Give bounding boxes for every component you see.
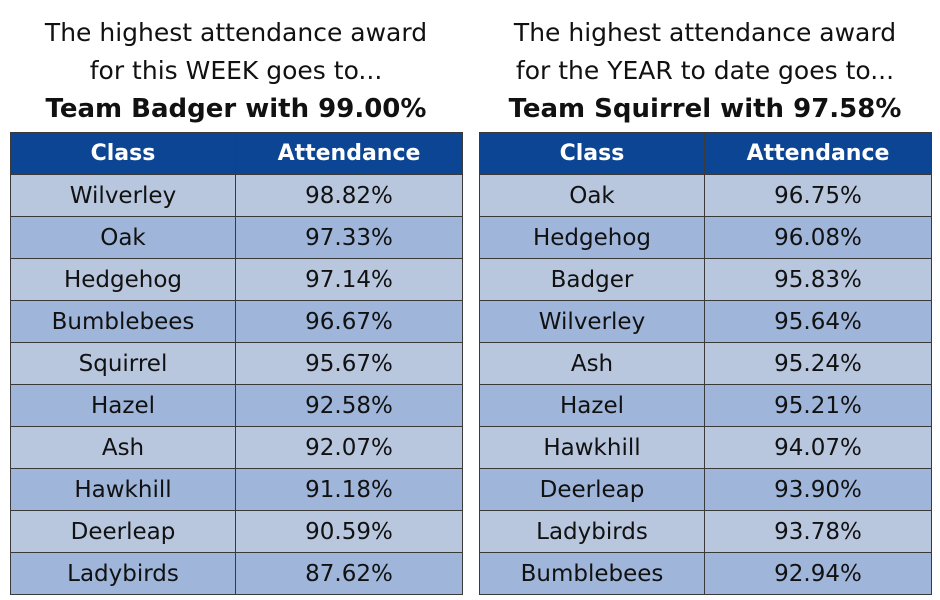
weekly-award-panel: The highest attendance award for this WE…: [10, 0, 463, 595]
table-row: Hedgehog 96.08%: [479, 216, 932, 259]
class-name-cell: Ladybirds: [479, 510, 705, 553]
class-name-cell: Hedgehog: [10, 258, 236, 301]
weekly-attendance-table: Class Attendance Wilverley 98.82% Oak 97.33…: [10, 132, 463, 595]
table-row: Squirrel 95.67%: [10, 342, 463, 385]
class-name-cell: Hazel: [10, 384, 236, 427]
column-header-attendance: Attendance: [704, 132, 932, 175]
attendance-cell: 92.94%: [704, 552, 932, 595]
table-row: Badger 95.83%: [479, 258, 932, 301]
table-row: Deerleap 90.59%: [10, 510, 463, 553]
table-row: Wilverley 98.82%: [10, 174, 463, 217]
attendance-cell: 98.82%: [235, 174, 463, 217]
attendance-cell: 97.33%: [235, 216, 463, 259]
weekly-table-body: Wilverley 98.82% Oak 97.33% Hedgehog 97.14% Bu…: [10, 174, 463, 595]
class-name-cell: Ash: [10, 426, 236, 469]
class-name-cell: Wilverley: [479, 300, 705, 343]
yearly-award-heading: The highest attendance award for the YEA…: [479, 0, 931, 132]
class-name-cell: Squirrel: [10, 342, 236, 385]
table-row: Ladybirds 93.78%: [479, 510, 932, 553]
yearly-heading-line-2: for the YEAR to date goes to...: [515, 56, 895, 85]
column-header-class: Class: [10, 132, 236, 175]
yearly-winner: Team Squirrel with 97.58%: [508, 94, 902, 124]
table-header-row: Class Attendance: [10, 132, 463, 175]
yearly-table-body: Oak 96.75% Hedgehog 96.08% Badger 95.83% Wilve…: [479, 174, 932, 595]
class-name-cell: Wilverley: [10, 174, 236, 217]
attendance-cell: 97.14%: [235, 258, 463, 301]
attendance-cell: 87.62%: [235, 552, 463, 595]
table-row: Bumblebees 92.94%: [479, 552, 932, 595]
class-name-cell: Deerleap: [479, 468, 705, 511]
class-name-cell: Hedgehog: [479, 216, 705, 259]
table-row: Ash 92.07%: [10, 426, 463, 469]
class-name-cell: Hawkhill: [10, 468, 236, 511]
class-name-cell: Ladybirds: [10, 552, 236, 595]
yearly-heading-line-1: The highest attendance award: [513, 18, 897, 47]
weekly-winner: Team Badger with 99.00%: [45, 94, 427, 124]
table-row: Wilverley 95.64%: [479, 300, 932, 343]
class-name-cell: Badger: [479, 258, 705, 301]
class-name-cell: Hazel: [479, 384, 705, 427]
yearly-attendance-table: Class Attendance Oak 96.75% Hedgehog 96.08%…: [479, 132, 932, 595]
attendance-cell: 95.24%: [704, 342, 932, 385]
attendance-cell: 95.67%: [235, 342, 463, 385]
class-name-cell: Deerleap: [10, 510, 236, 553]
table-row: Deerleap 93.90%: [479, 468, 932, 511]
attendance-cell: 96.08%: [704, 216, 932, 259]
attendance-cell: 92.58%: [235, 384, 463, 427]
table-header-row: Class Attendance: [479, 132, 932, 175]
table-row: Oak 96.75%: [479, 174, 932, 217]
table-row: Hawkhill 91.18%: [10, 468, 463, 511]
attendance-cell: 93.78%: [704, 510, 932, 553]
table-row: Ladybirds 87.62%: [10, 552, 463, 595]
attendance-cell: 94.07%: [704, 426, 932, 469]
class-name-cell: Bumblebees: [479, 552, 705, 595]
attendance-cell: 93.90%: [704, 468, 932, 511]
yearly-award-panel: The highest attendance award for the YEA…: [479, 0, 932, 595]
weekly-award-heading: The highest attendance award for this WE…: [10, 0, 462, 132]
table-row: Oak 97.33%: [10, 216, 463, 259]
attendance-cell: 95.83%: [704, 258, 932, 301]
attendance-cell: 90.59%: [235, 510, 463, 553]
weekly-heading-line-1: The highest attendance award: [44, 18, 428, 47]
column-header-class: Class: [479, 132, 705, 175]
class-name-cell: Oak: [10, 216, 236, 259]
table-row: Ash 95.24%: [479, 342, 932, 385]
table-row: Hedgehog 97.14%: [10, 258, 463, 301]
table-row: Hazel 95.21%: [479, 384, 932, 427]
weekly-heading-line-2: for this WEEK goes to...: [89, 56, 383, 85]
attendance-cell: 96.75%: [704, 174, 932, 217]
attendance-cell: 91.18%: [235, 468, 463, 511]
attendance-cell: 96.67%: [235, 300, 463, 343]
class-name-cell: Hawkhill: [479, 426, 705, 469]
class-name-cell: Bumblebees: [10, 300, 236, 343]
attendance-cell: 95.21%: [704, 384, 932, 427]
table-row: Bumblebees 96.67%: [10, 300, 463, 343]
class-name-cell: Oak: [479, 174, 705, 217]
attendance-cell: 95.64%: [704, 300, 932, 343]
class-name-cell: Ash: [479, 342, 705, 385]
table-row: Hazel 92.58%: [10, 384, 463, 427]
table-row: Hawkhill 94.07%: [479, 426, 932, 469]
attendance-cell: 92.07%: [235, 426, 463, 469]
column-header-attendance: Attendance: [235, 132, 463, 175]
